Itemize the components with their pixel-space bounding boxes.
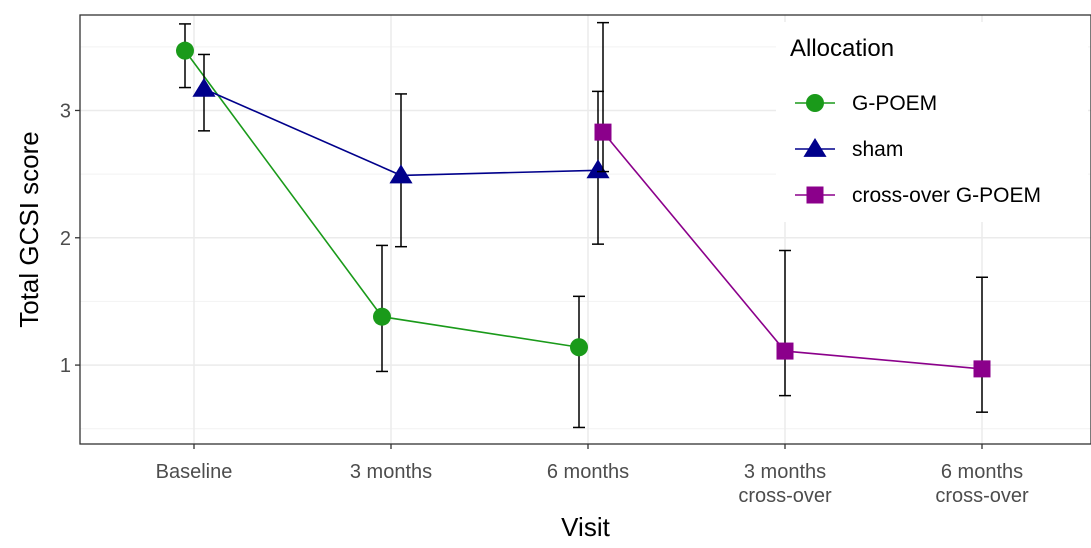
legend-label: G-POEM [852, 92, 937, 115]
data-point [570, 338, 588, 357]
y-tick-label: 1 [60, 355, 71, 377]
x-axis-title: Visit [561, 512, 610, 542]
error-bar [779, 249, 791, 397]
error-bar [976, 276, 988, 413]
legend-items: G-POEM sham cross-over G-POEM [795, 92, 1041, 207]
legend-label: sham [852, 138, 903, 161]
legend-label: cross-over G-POEM [852, 184, 1041, 207]
legend-item: G-POEM [795, 92, 937, 115]
x-tick-label: 3 months [350, 461, 432, 483]
x-tick-label-line: Baseline [156, 461, 233, 483]
legend: Allocation G-POEM sham cross-over G-POEM [776, 22, 1088, 222]
data-point [973, 360, 991, 378]
axes: Baseline 3 months 6 months 3 months cross-ov… [14, 100, 1029, 542]
data-point [776, 342, 794, 360]
x-tick-label-line: 6 months [547, 461, 629, 483]
x-tick-label: 6 months [547, 461, 629, 483]
series-cross-over-g-poem [594, 21, 991, 413]
x-tick-label-line: cross-over [738, 485, 832, 507]
data-point [192, 77, 216, 97]
x-tick-label-line: 6 months [941, 461, 1023, 483]
x-tick-label-line: 3 months [350, 461, 432, 483]
data-point [373, 307, 391, 326]
data-point [586, 159, 610, 179]
y-tick-label: 2 [60, 228, 71, 250]
x-tick-label-line: cross-over [935, 485, 1029, 507]
x-tick-label-line: 3 months [744, 461, 826, 483]
data-point [594, 123, 612, 141]
series-layer [176, 21, 991, 429]
x-tick-label: Baseline [156, 461, 233, 483]
data-point [389, 164, 413, 184]
series-g-poem [176, 23, 588, 429]
y-tick-label: 3 [60, 100, 71, 122]
error-bar [573, 295, 585, 429]
legend-key-marker [803, 138, 827, 157]
legend-background [776, 22, 1088, 222]
x-axis: Baseline 3 months 6 months 3 months cross-ov… [156, 444, 1029, 507]
legend-title: Allocation [790, 35, 894, 62]
legend-item: sham [795, 138, 903, 161]
error-bar [597, 21, 609, 173]
data-point [176, 41, 194, 60]
x-tick-label: 3 months cross-over [738, 461, 832, 507]
y-axis-title: Total GCSI score [14, 131, 44, 328]
y-axis: 1 2 3 [60, 100, 80, 377]
x-tick-label: 6 months cross-over [935, 461, 1029, 507]
legend-key-marker [806, 94, 824, 112]
legend-key-marker [806, 186, 824, 204]
series-sham [192, 53, 610, 248]
legend-item: cross-over G-POEM [795, 184, 1041, 207]
plot-border [79, 14, 1091, 445]
